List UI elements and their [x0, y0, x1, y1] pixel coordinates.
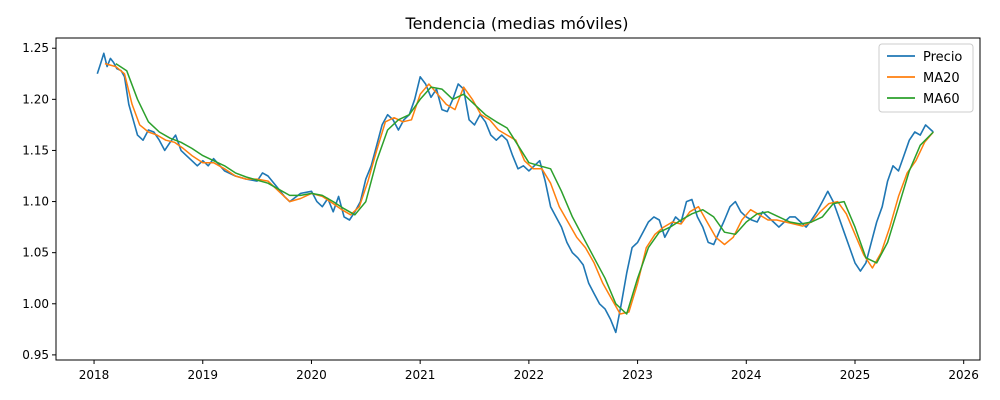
x-axis: 2018 2019 2020 2021 2022 2023 2024 2025 2026 [79, 360, 979, 382]
y-tick-label: 1.00 [22, 297, 49, 311]
plot-frame [55, 37, 981, 361]
x-tick-label: 2018 [79, 368, 110, 382]
series-line-ma20 [104, 62, 934, 315]
x-tick-label: 2023 [622, 368, 653, 382]
chart-title: Tendencia (medias móviles) [405, 14, 629, 33]
series-line-ma60 [115, 62, 934, 315]
legend-box [878, 43, 974, 113]
y-tick-label: 1.10 [22, 195, 49, 209]
x-tick-label: 2026 [948, 368, 979, 382]
legend-label-precio: Precio [923, 50, 962, 65]
y-tick-label: 1.25 [22, 41, 49, 55]
x-tick-label: 2020 [296, 368, 327, 382]
y-tick-label: 1.20 [22, 92, 49, 106]
y-tick-label: 0.95 [22, 348, 49, 362]
x-tick-label: 2022 [514, 368, 545, 382]
x-tick-label: 2021 [405, 368, 436, 382]
legend-label-ma20: MA20 [923, 71, 960, 86]
x-tick-label: 2019 [187, 368, 218, 382]
x-tick-label: 2025 [840, 368, 871, 382]
y-tick-label: 1.15 [22, 143, 49, 157]
series-line-precio [96, 52, 934, 334]
y-axis: 0.95 1.00 1.05 1.10 1.15 1.20 1.25 [22, 41, 56, 362]
plot-area [55, 37, 981, 361]
legend: Precio MA20 MA60 [878, 43, 974, 113]
x-tick-label: 2024 [731, 368, 762, 382]
y-tick-label: 1.05 [22, 246, 49, 260]
legend-label-ma60: MA60 [923, 92, 960, 107]
